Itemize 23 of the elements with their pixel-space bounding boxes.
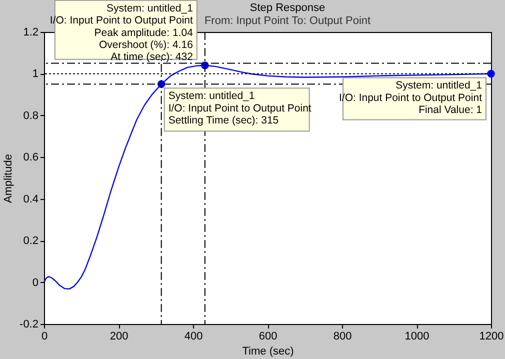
- chart-title: Step Response: [250, 2, 326, 14]
- x-tick-label: 1000: [404, 330, 430, 342]
- y-tick-label: 0: [32, 276, 38, 289]
- x-tick-label: 0: [41, 330, 48, 342]
- point: [487, 70, 495, 78]
- x-tick-label: 200: [110, 330, 128, 342]
- chart-subtitle: From: Input Point To: Output Point: [204, 15, 371, 27]
- x-tick-label: 800: [333, 330, 352, 342]
- annotation: System: untitled_1 I/O: Input Point to Output Point Settling Time (sec): 315: [168, 90, 312, 127]
- y-tick-label: 1.2: [23, 26, 38, 38]
- y-tick-label: 0.4: [23, 193, 38, 206]
- y-axis-title: Amplitude: [2, 154, 15, 203]
- x-tick-label: 1200: [479, 330, 504, 342]
- y-tick-label: 0.6: [23, 152, 38, 164]
- y-tick-label: 0.8: [23, 110, 38, 122]
- x-tick-label: 400: [184, 330, 203, 342]
- x-axis-title: Time (sec): [242, 346, 294, 358]
- annotation: System: untitled_1 I/O: Input Point to Output Point Final Value: 1: [338, 80, 482, 116]
- y-tick-label: 0.2: [23, 235, 38, 248]
- x-tick-label: 600: [258, 330, 278, 342]
- y-tick-label: -0.2: [20, 318, 38, 330]
- annotation: System: untitled_1 I/O: Input Point to Output Point Peak amplitude: 1.04 Overshoot (%): 4.16 At time (sec): 432: [50, 2, 194, 64]
- y-tick-label: 1: [32, 68, 38, 80]
